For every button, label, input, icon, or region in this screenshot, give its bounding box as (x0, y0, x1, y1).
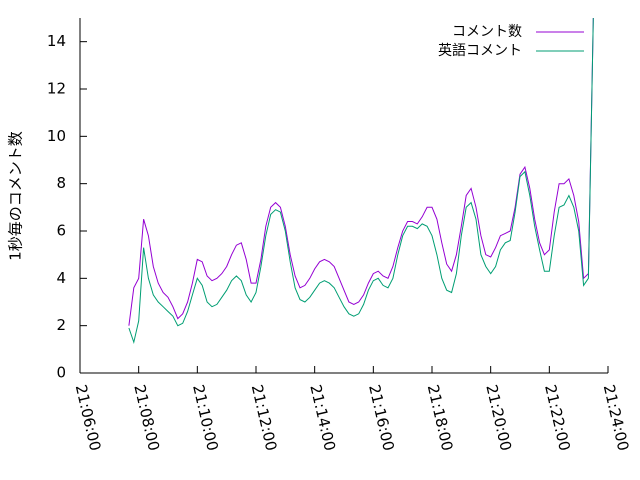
x-tick-label: 21:12:00 (248, 383, 281, 453)
y-tick-label: 2 (56, 316, 66, 334)
x-tick-label: 21:22:00 (541, 383, 574, 453)
x-tick-label: 21:14:00 (306, 383, 339, 453)
x-tick-label: 21:18:00 (424, 383, 457, 453)
x-tick-label: 21:08:00 (130, 383, 163, 453)
y-tick-label: 8 (56, 174, 66, 192)
y-axis-label: 1秒毎のコメント数 (7, 131, 25, 261)
series-line (128, 17, 594, 345)
y-tick-label: 0 (56, 364, 66, 382)
y-tick-label: 14 (47, 32, 66, 50)
y-tick-label: 4 (56, 269, 66, 287)
y-tick-label: 6 (56, 222, 66, 240)
y-tick-label: 10 (47, 127, 66, 145)
series-line (128, 17, 594, 326)
legend-label: 英語コメント (438, 42, 522, 59)
x-tick-label: 21:16:00 (365, 383, 398, 453)
x-tick-label: 21:10:00 (189, 383, 222, 453)
x-tick-label: 21:06:00 (72, 383, 105, 453)
legend-label: コメント数 (452, 24, 522, 40)
y-tick-label: 12 (47, 80, 66, 98)
x-tick-label: 21:24:00 (600, 383, 633, 453)
x-tick-label: 21:20:00 (482, 383, 515, 453)
